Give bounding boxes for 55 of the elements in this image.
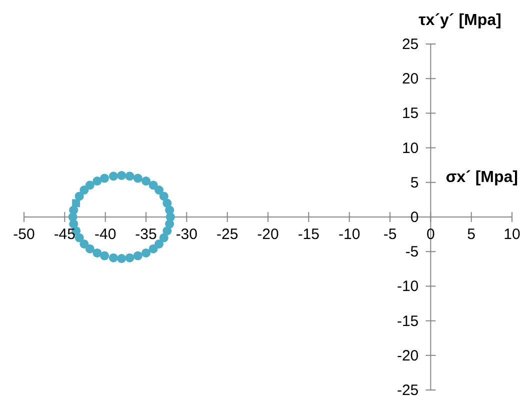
x-tick-label: -15 <box>298 226 320 243</box>
x-tick-label: -30 <box>176 226 198 243</box>
point <box>125 253 134 262</box>
point <box>141 176 151 186</box>
x-tick-label: -10 <box>338 226 360 243</box>
point <box>125 172 134 181</box>
y-axis-title: τx´y´ [Mpa] <box>418 12 502 30</box>
y-tick-label: -20 <box>396 347 419 364</box>
x-tick-label: -20 <box>257 226 279 243</box>
x-tick-label: -35 <box>135 226 157 243</box>
point <box>148 180 158 190</box>
point <box>100 174 110 183</box>
point <box>80 186 89 195</box>
point <box>100 251 110 260</box>
y-tick-label: 15 <box>402 105 419 122</box>
y-tick-label: -10 <box>396 278 419 296</box>
point <box>165 219 174 228</box>
x-tick-label: 0 <box>426 226 435 243</box>
point <box>141 248 151 258</box>
y-tick-label: -15 <box>396 312 419 330</box>
y-tick-label: 0 <box>410 209 419 226</box>
point <box>159 233 168 242</box>
point <box>72 199 80 208</box>
point <box>117 254 126 264</box>
x-tick-label: -40 <box>94 226 116 243</box>
point <box>162 198 172 208</box>
x-tick-label: 10 <box>504 226 520 243</box>
y-tick-label: 20 <box>402 70 419 88</box>
point <box>117 170 126 180</box>
point <box>85 244 94 254</box>
point <box>133 174 142 183</box>
point <box>74 233 84 242</box>
y-tick-label: -5 <box>405 244 419 261</box>
point <box>80 239 89 248</box>
point <box>159 192 168 201</box>
point <box>154 186 164 195</box>
y-tick-label: 25 <box>402 36 419 53</box>
x-tick-label: -45 <box>54 226 76 243</box>
x-tick-label: -5 <box>383 226 397 243</box>
y-tick-label: 10 <box>402 140 419 157</box>
x-tick-label: -25 <box>216 226 238 243</box>
x-tick-label: -50 <box>13 226 35 243</box>
y-tick-label: -25 <box>396 382 419 399</box>
point <box>85 180 94 190</box>
point <box>108 253 118 262</box>
x-axis-title: σx´ [Mpa] <box>446 169 518 187</box>
point <box>133 251 142 260</box>
point <box>154 239 164 248</box>
point <box>108 172 118 181</box>
point <box>92 176 102 186</box>
point <box>92 248 102 258</box>
point <box>69 219 78 228</box>
y-tick-label: 5 <box>410 174 419 192</box>
x-tick-label: 5 <box>467 226 476 243</box>
point <box>165 206 174 215</box>
